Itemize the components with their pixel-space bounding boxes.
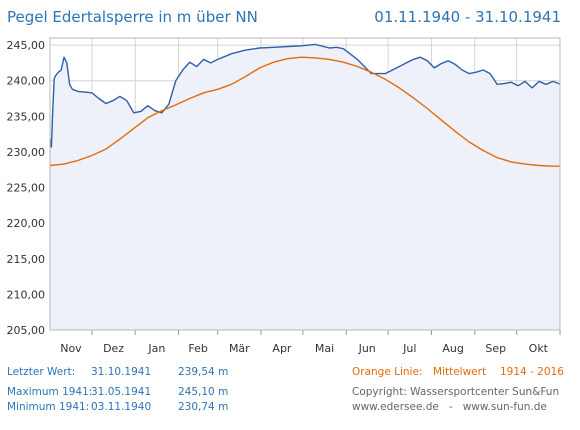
y-tick-label: 215,00 xyxy=(7,253,46,266)
orange-text: Mittelwert xyxy=(433,366,487,378)
x-tick-label: Apr xyxy=(272,342,292,355)
websites-text: www.edersee.de - www.sun-fun.de xyxy=(352,401,547,413)
y-tick-label: 245,00 xyxy=(7,39,46,52)
x-tick-label: Aug xyxy=(442,342,463,355)
x-tick-label: Jun xyxy=(358,342,376,355)
series-area-fill xyxy=(50,44,560,331)
y-tick-label: 205,00 xyxy=(7,324,46,337)
x-tick-label: Nov xyxy=(60,342,82,355)
last-value: 239,54 m xyxy=(178,366,229,378)
plot-border xyxy=(49,37,561,331)
max-label: Maximum 1941: xyxy=(7,386,93,398)
x-tick-label: Mai xyxy=(315,342,334,355)
x-tick-label: Sep xyxy=(485,342,506,355)
x-tick-label: Jul xyxy=(402,342,416,355)
x-tick-label: Feb xyxy=(188,342,207,355)
copyright-text: Copyright: Wassersportcenter Sun&Fun xyxy=(352,386,560,398)
chart-title: Pegel Edertalsperre in m über NN xyxy=(7,8,258,26)
y-tick-label: 230,00 xyxy=(7,146,46,159)
x-tick-label: Jan xyxy=(147,342,165,355)
min-value: 230,74 m xyxy=(178,401,229,413)
last-value-date: 31.10.1941 xyxy=(91,366,152,378)
orange-label: Orange Linie: xyxy=(352,366,423,378)
y-tick-label: 210,00 xyxy=(7,288,46,301)
max-value: 245,10 m xyxy=(178,386,229,398)
y-tick-label: 220,00 xyxy=(7,217,46,230)
y-tick-label: 235,00 xyxy=(7,110,46,123)
orange-years: 1914 - 2016 xyxy=(500,366,564,378)
last-value-label: Letzter Wert: xyxy=(7,366,76,378)
series-layer xyxy=(49,43,561,331)
min-date: 03.11.1940 xyxy=(91,401,152,413)
series-line-level xyxy=(49,43,561,148)
chart-period: 01.11.1940 - 31.10.1941 xyxy=(374,8,561,26)
x-tick-label: Okt xyxy=(529,342,549,355)
axis-layer: 205,00 210,00 215,00 220,00 225,00 230,00 235,… xyxy=(7,37,561,355)
y-tick-label: 240,00 xyxy=(7,75,46,88)
x-tick-label: Mär xyxy=(229,342,250,355)
x-tick-label: Dez xyxy=(103,342,124,355)
max-date: 31.05.1941 xyxy=(91,386,152,398)
y-tick-label: 225,00 xyxy=(7,182,46,195)
series-line-mean xyxy=(49,56,560,167)
min-label: Minimum 1941: xyxy=(7,401,90,413)
